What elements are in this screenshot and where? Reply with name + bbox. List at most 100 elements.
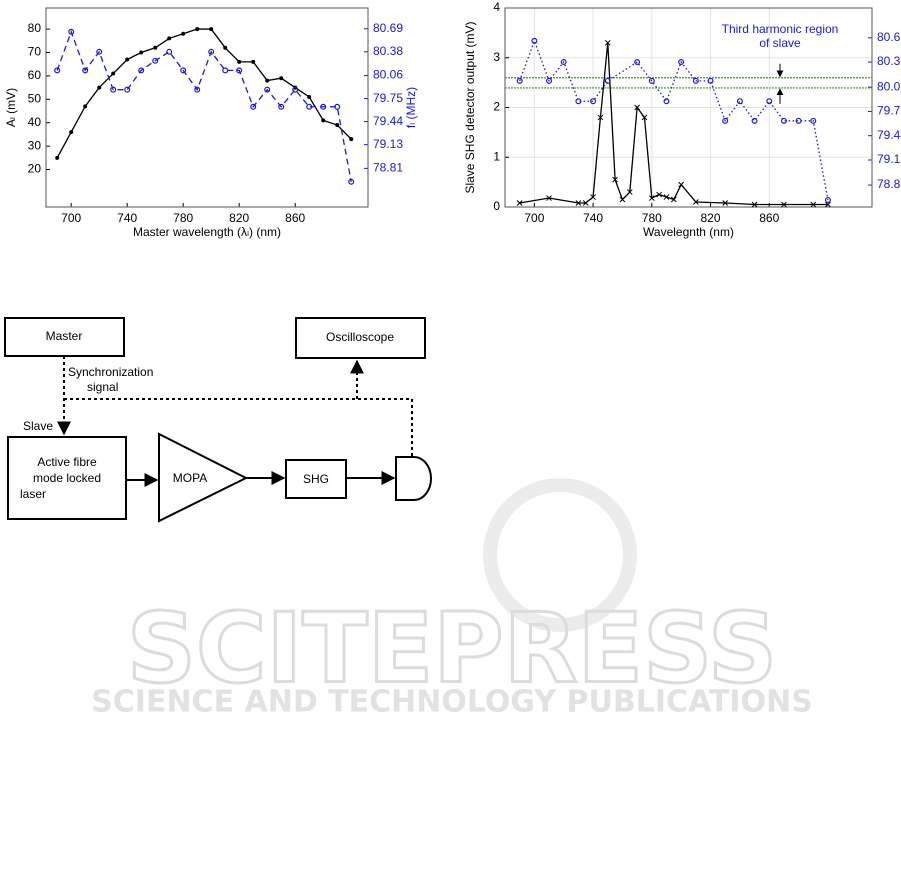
y2-tick-label: 80.06	[877, 79, 901, 93]
point	[648, 195, 655, 201]
y-tick-label: 20	[28, 162, 42, 176]
chart: 700 740 780 820 860 20 30 40 50 60 70 80 78.81 79.13 7…	[4, 7, 418, 239]
y2-tick-label: 80.38	[373, 44, 403, 58]
series-line	[56, 29, 352, 182]
point	[575, 200, 582, 206]
point	[139, 50, 144, 55]
point	[722, 200, 729, 206]
point	[69, 130, 74, 135]
point	[634, 104, 640, 111]
watermark-logo	[483, 478, 637, 632]
point	[307, 94, 312, 99]
y2-axis-label: fₗ (MHz)	[404, 87, 418, 128]
x-tick-label: 780	[173, 211, 193, 225]
point	[335, 123, 340, 128]
y-tick-label: 2	[493, 100, 500, 114]
connector	[64, 398, 413, 457]
point	[166, 48, 173, 55]
y-tick-label: 0	[493, 199, 500, 213]
point	[194, 86, 201, 93]
point	[663, 194, 670, 200]
y-tick-label: 30	[28, 138, 42, 152]
node-label: mode locked	[33, 471, 101, 485]
point	[781, 201, 787, 208]
point	[824, 196, 831, 203]
point	[612, 176, 618, 183]
series-line	[519, 42, 828, 206]
y2-tick-label: 79.44	[877, 128, 901, 142]
series-line	[56, 28, 352, 159]
point	[582, 200, 589, 206]
point	[751, 117, 758, 124]
annotation: of slave	[759, 36, 801, 50]
point	[516, 77, 523, 84]
sync-path	[57, 356, 413, 457]
point	[320, 103, 327, 110]
point	[167, 36, 172, 41]
point	[670, 196, 677, 203]
x-axis-label: Wavelegnth (nm)	[643, 225, 734, 239]
point	[279, 76, 284, 81]
point	[83, 104, 88, 109]
point	[236, 67, 243, 74]
point	[250, 103, 257, 110]
y2-tick-label: 78.81	[877, 177, 901, 191]
watermark: SCITEPRESS SCIENCE AND TECHNOLOGY PUBLIC…	[91, 478, 813, 720]
point	[82, 67, 89, 74]
point	[96, 48, 103, 55]
y2-tick-label: 80.06	[373, 68, 403, 82]
x-axis-label: Master wavelength (λₗ) (nm)	[133, 225, 281, 239]
plot-frame	[45, 7, 369, 208]
chart: 700 740 780 820 860 0 1 2 3 4 78.81 79.13 79.44 79.75…	[463, 0, 901, 239]
y-tick-label: 80	[28, 21, 42, 35]
box	[295, 317, 426, 359]
x-tick-label: 820	[229, 211, 249, 225]
point	[766, 98, 773, 105]
node-label: Active fibre	[37, 455, 97, 469]
point	[348, 178, 355, 185]
x-tick-label: 860	[759, 211, 779, 225]
point	[575, 98, 582, 105]
node-label: Master	[46, 329, 83, 343]
point	[251, 59, 256, 64]
point	[656, 191, 662, 198]
point	[736, 98, 743, 105]
y2-tick-label: 80.69	[877, 30, 901, 44]
y2-tick-label: 80.38	[877, 54, 901, 68]
edge-label: Synchronization	[68, 365, 153, 379]
point	[604, 77, 611, 84]
point	[237, 59, 242, 64]
point	[678, 59, 685, 66]
amplifier	[158, 432, 249, 523]
point	[810, 117, 817, 124]
y2-tick-label: 80.69	[373, 21, 403, 35]
x-tick-label: 740	[117, 211, 137, 225]
x-tick-label: 780	[642, 211, 662, 225]
point	[590, 98, 597, 105]
edge-label: Slave	[23, 419, 53, 433]
point	[124, 86, 131, 93]
point	[110, 86, 117, 93]
y2-tick-label: 79.13	[373, 137, 403, 151]
point	[663, 98, 670, 105]
x-tick-label: 700	[524, 211, 544, 225]
point	[97, 85, 102, 90]
point	[209, 27, 214, 32]
y2-tick-label: 79.75	[373, 91, 403, 105]
point	[349, 137, 354, 142]
y2-tick-label: 79.75	[877, 104, 901, 118]
y-tick-label: 40	[28, 115, 42, 129]
point	[678, 181, 685, 188]
point	[692, 199, 699, 205]
y-tick-label: 70	[28, 45, 42, 59]
point	[751, 201, 758, 208]
y-tick-label: 1	[493, 149, 500, 163]
point	[516, 200, 523, 206]
point	[597, 114, 604, 121]
plot-frame	[504, 7, 873, 208]
point	[111, 71, 116, 76]
y-tick-label: 50	[28, 91, 42, 105]
point	[222, 67, 229, 74]
point	[619, 196, 626, 203]
